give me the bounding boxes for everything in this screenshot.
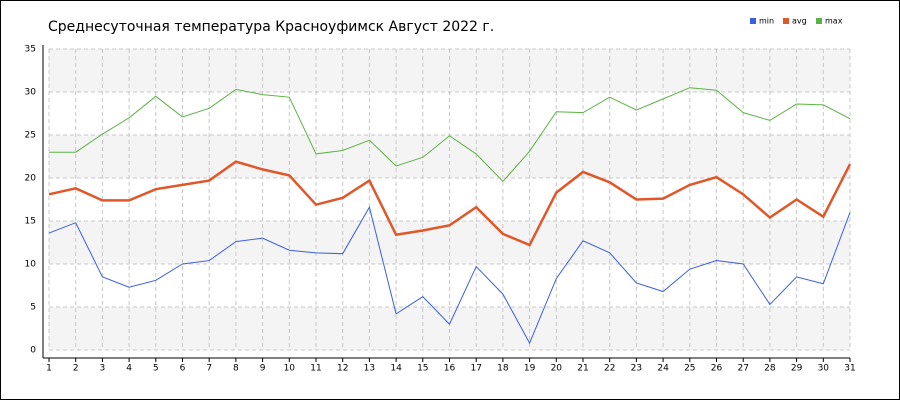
x-tick-label: 8	[233, 364, 239, 374]
y-tick-label: 0	[30, 346, 36, 356]
y-tick-label: 35	[25, 45, 36, 55]
x-tick-label: 7	[206, 364, 212, 374]
x-tick-label: 10	[284, 364, 296, 374]
x-tick-label: 16	[444, 364, 456, 374]
x-tick-label: 18	[497, 364, 509, 374]
x-tick-label: 15	[417, 364, 428, 374]
legend-label: min	[759, 17, 774, 26]
x-tick-label: 5	[153, 364, 159, 374]
y-tick-label: 5	[30, 303, 36, 313]
series-line	[49, 87, 851, 183]
x-tick-label: 4	[126, 364, 132, 374]
x-tick-label: 28	[764, 364, 776, 374]
x-tick-label: 24	[657, 364, 669, 374]
x-tick-label: 21	[577, 364, 588, 374]
x-tick-label: 31	[844, 364, 855, 374]
x-tick-label: 29	[791, 364, 803, 374]
x-tick-label: 22	[604, 364, 615, 374]
x-tick-label: 9	[260, 364, 266, 374]
x-tick-label: 27	[737, 364, 748, 374]
x-tick-label: 30	[818, 364, 830, 374]
x-tick-label: 25	[684, 364, 695, 374]
x-tick-label: 14	[390, 364, 402, 374]
x-tick-label: 13	[364, 364, 375, 374]
x-tick-label: 17	[470, 364, 481, 374]
legend-swatch	[816, 18, 822, 24]
series-line	[48, 205, 851, 345]
chart-title: Среднесуточная температура Красноуфимск …	[48, 19, 494, 35]
legend-swatch	[750, 18, 756, 24]
y-tick-label: 30	[25, 88, 37, 98]
y-tick-label: 15	[25, 217, 36, 227]
x-tick-label: 23	[631, 364, 642, 374]
legend-label: avg	[792, 17, 807, 26]
y-tick-label: 25	[25, 131, 36, 141]
x-tick-label: 26	[711, 364, 723, 374]
legend-swatch	[783, 18, 789, 24]
x-tick-label: 20	[551, 364, 563, 374]
y-tick-label: 10	[25, 260, 37, 270]
x-tick-label: 1	[46, 364, 52, 374]
x-tick-label: 12	[337, 364, 348, 374]
x-tick-label: 6	[180, 364, 186, 374]
grid-band	[49, 221, 850, 264]
x-tick-label: 11	[310, 364, 321, 374]
grid-band	[49, 307, 850, 350]
x-tick-label: 3	[100, 364, 106, 374]
x-tick-label: 19	[524, 364, 536, 374]
series-line	[48, 160, 852, 247]
y-tick-label: 20	[25, 174, 37, 184]
x-tick-label: 2	[73, 364, 79, 374]
legend-label: max	[825, 17, 843, 26]
